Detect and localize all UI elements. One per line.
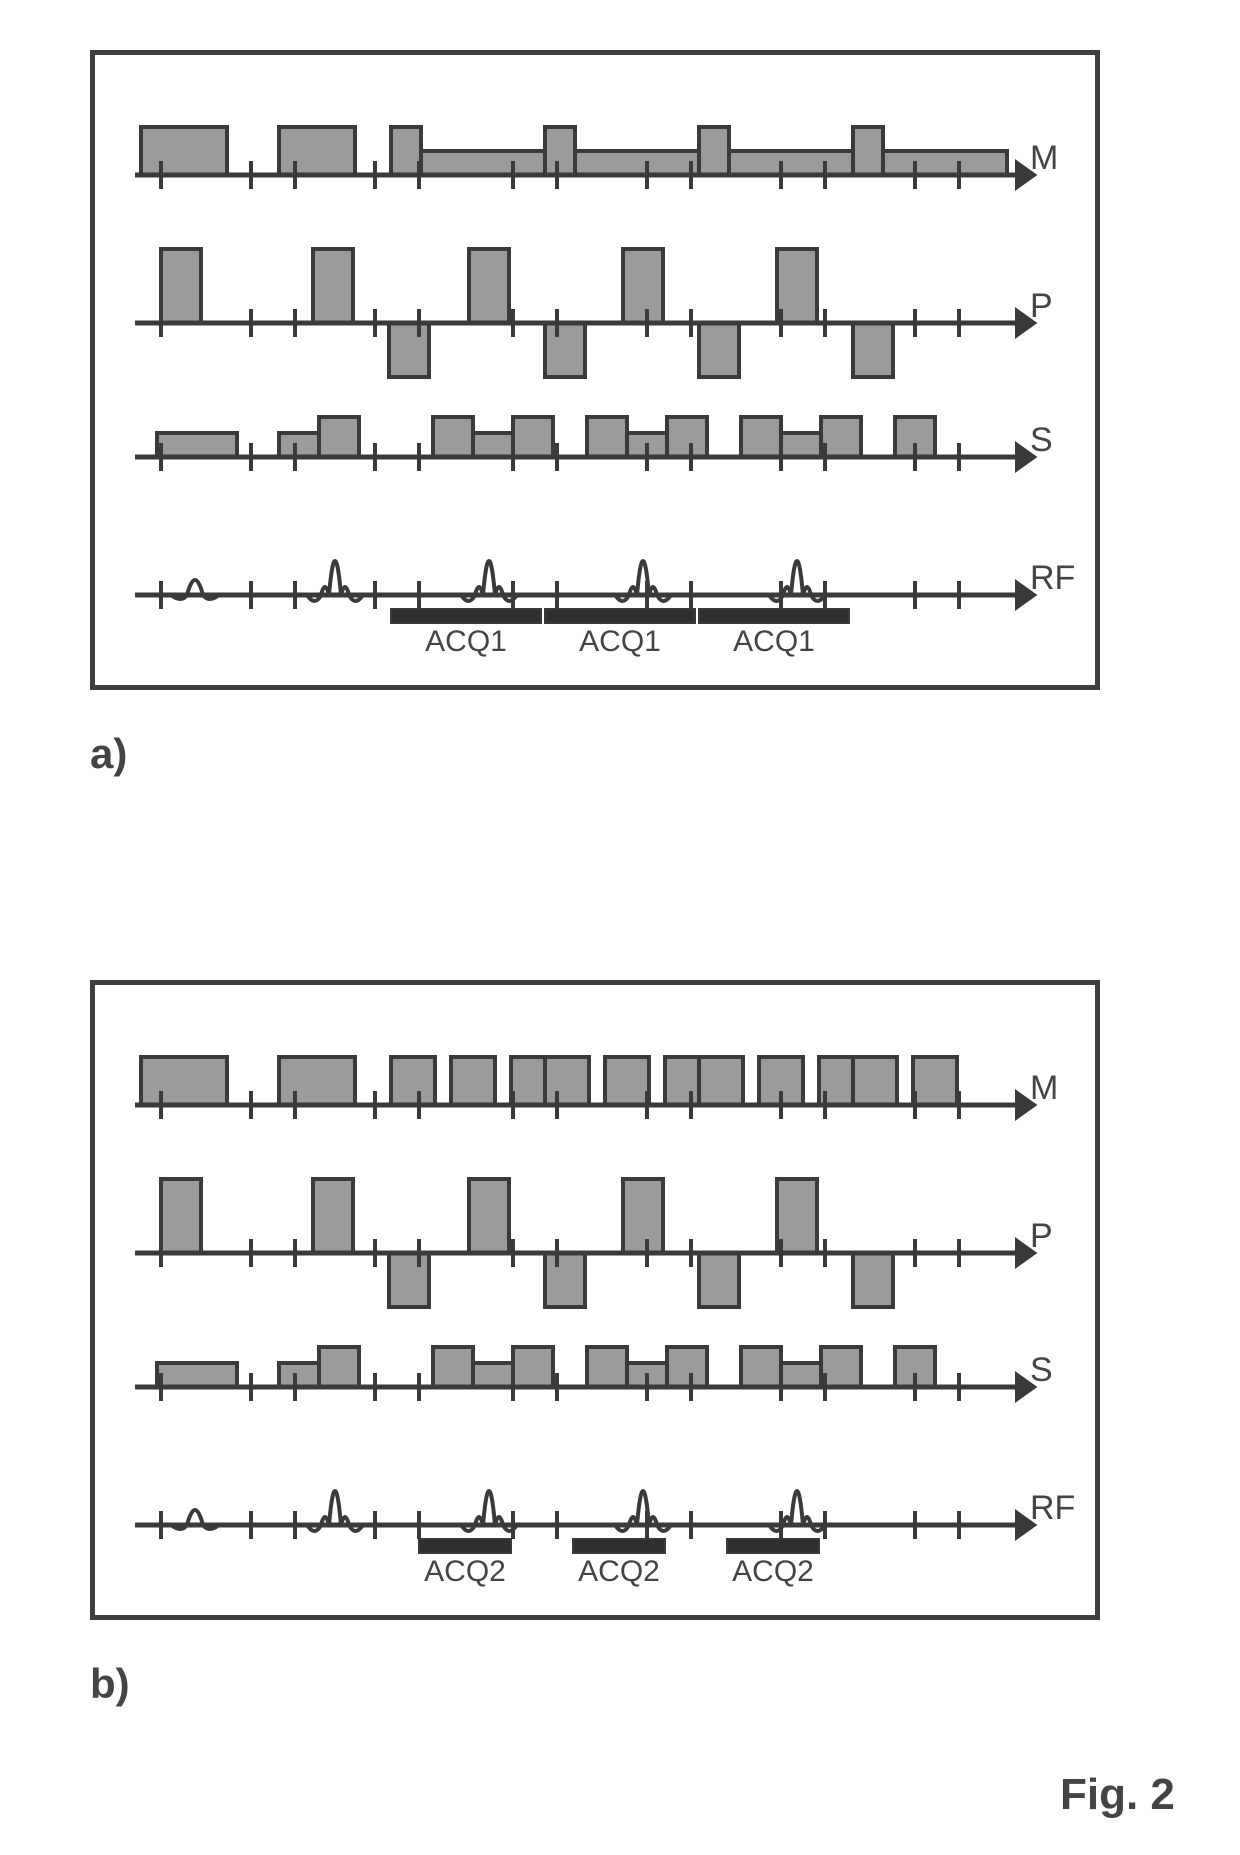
svg-text:ACQ1: ACQ1 [579,625,661,658]
svg-text:ACQ2: ACQ2 [578,1555,660,1588]
figure-label: Fig. 2 [1060,1770,1175,1820]
svg-text:S: S [1030,1351,1053,1389]
svg-text:ACQ2: ACQ2 [732,1555,814,1588]
svg-text:S: S [1030,421,1053,459]
svg-text:M: M [1030,139,1058,177]
svg-text:M: M [1030,1069,1058,1107]
sublabel-a: a) [90,730,127,778]
panel-b: M P S RF ACQ2 ACQ2 ACQ2 [90,980,1100,1620]
svg-text:P: P [1030,1217,1053,1255]
sublabel-b: b) [90,1660,130,1708]
svg-text:RF: RF [1030,559,1075,597]
svg-text:ACQ1: ACQ1 [733,625,815,658]
panel-a: M P S RF ACQ1 ACQ1 ACQ1 [90,50,1100,690]
svg-text:ACQ1: ACQ1 [425,625,507,658]
svg-text:ACQ2: ACQ2 [424,1555,506,1588]
figure-page: M P S RF ACQ1 ACQ1 ACQ1 a) M P S RF ACQ2 ACQ2 ACQ2 b… [0,0,1240,1855]
svg-text:P: P [1030,287,1053,325]
svg-text:RF: RF [1030,1489,1075,1527]
